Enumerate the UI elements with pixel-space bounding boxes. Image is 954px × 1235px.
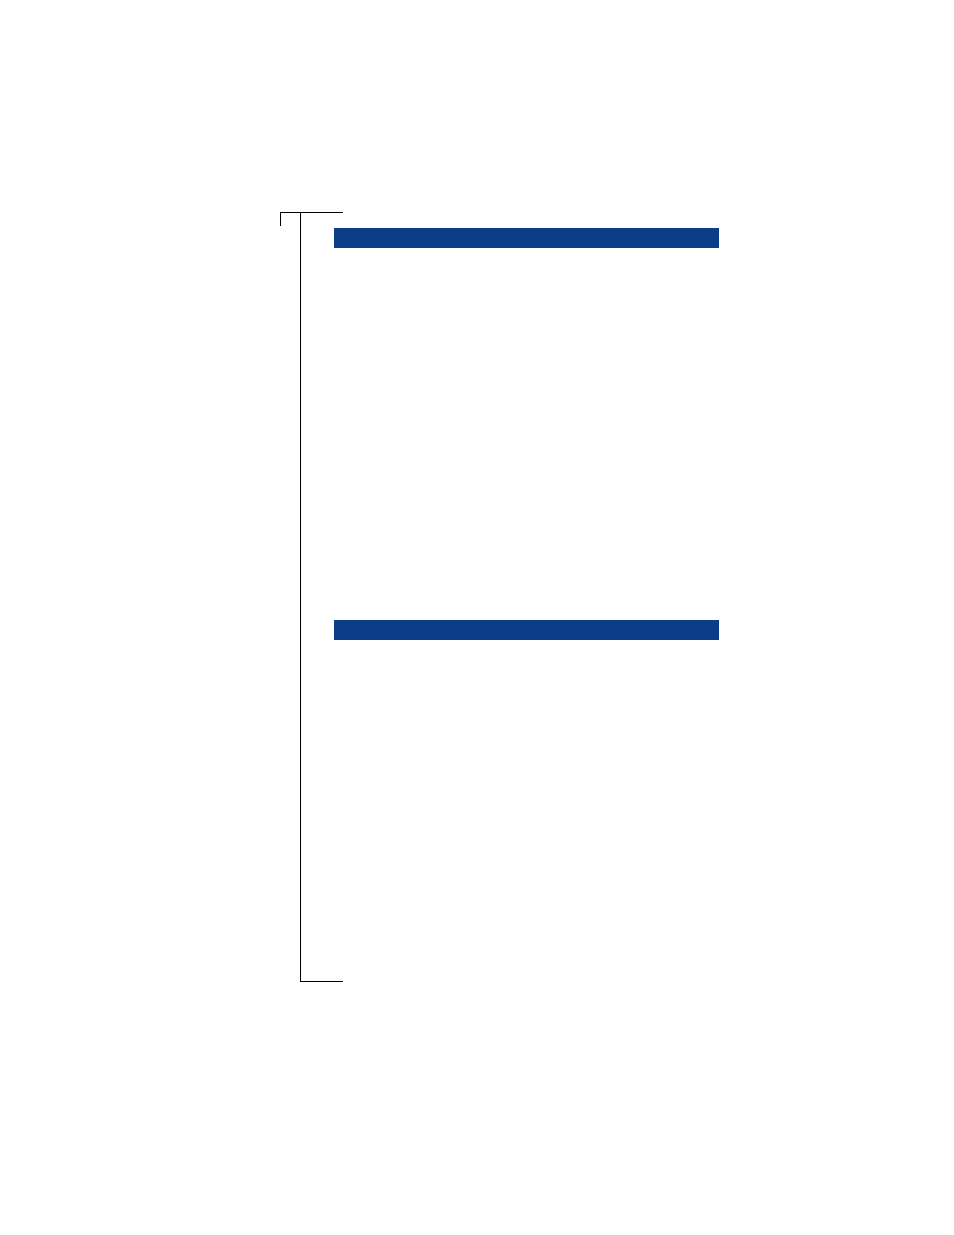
margin-bracket xyxy=(0,0,954,1235)
section-bar-1 xyxy=(334,228,719,248)
bracket-top-cap xyxy=(280,212,281,226)
bracket-vertical xyxy=(300,212,301,982)
section-bar-2 xyxy=(334,620,719,640)
document-page xyxy=(0,0,954,1235)
bracket-top-tick xyxy=(280,212,343,213)
bracket-bottom-tick xyxy=(300,981,343,982)
